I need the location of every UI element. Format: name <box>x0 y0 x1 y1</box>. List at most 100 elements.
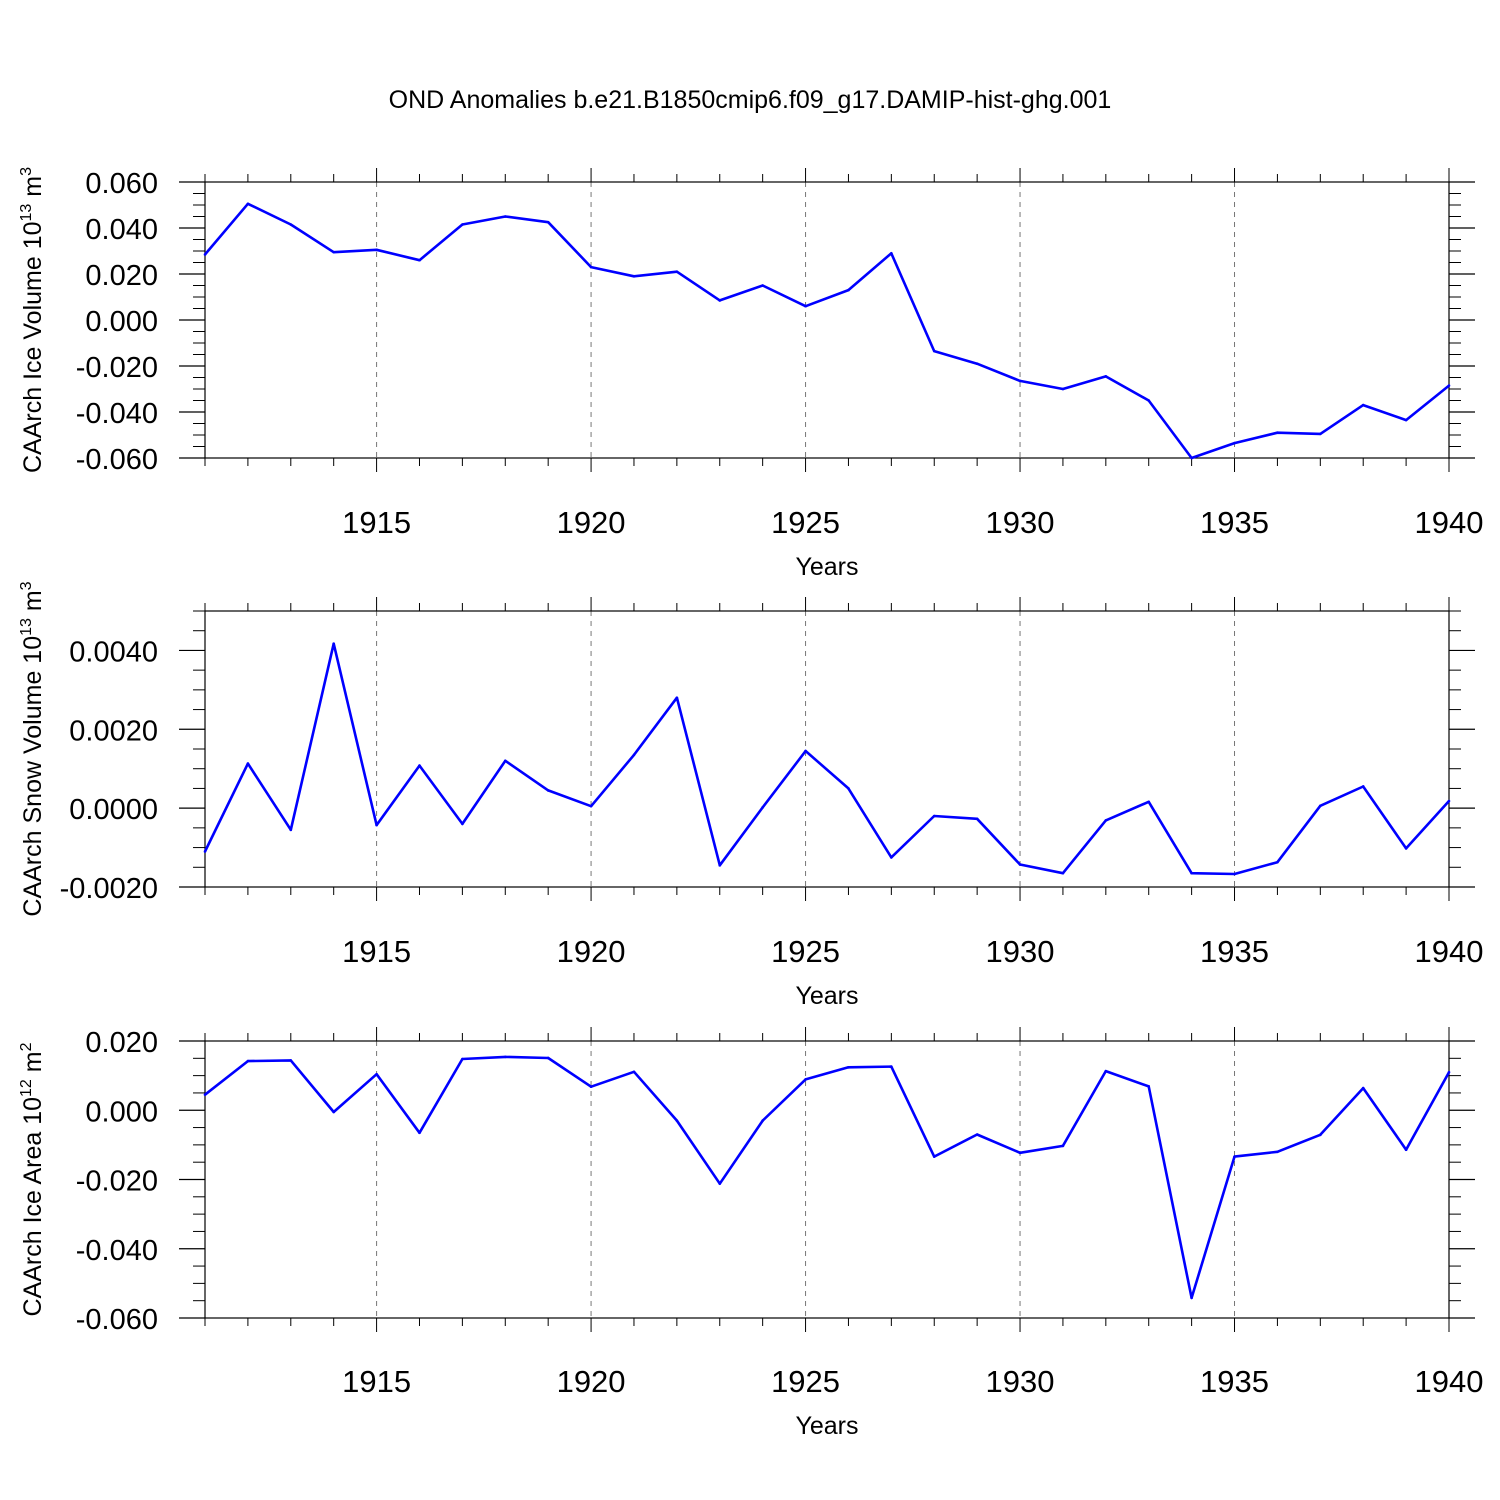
data-point <box>246 1059 250 1063</box>
data-point <box>1061 871 1065 875</box>
data-point <box>1233 872 1236 876</box>
data-point <box>890 252 893 255</box>
data-point <box>546 789 550 792</box>
data-point <box>375 1072 378 1076</box>
data-point <box>1404 418 1408 422</box>
data-point <box>1104 1069 1108 1073</box>
data-point <box>246 762 250 765</box>
data-point <box>289 223 293 226</box>
data-point <box>632 753 636 757</box>
data-point <box>1190 456 1193 460</box>
data-point <box>1061 387 1065 391</box>
data-point <box>203 1093 207 1096</box>
data-point <box>890 856 893 859</box>
data-point <box>804 1078 807 1081</box>
y-tick-label: -0.040 <box>76 398 158 430</box>
plot-frame <box>204 1040 1450 1319</box>
y-axis-label: CAArch Snow Volume 1013 m3 <box>18 581 47 916</box>
x-tick-label: 1925 <box>771 505 840 540</box>
data-point <box>1147 399 1151 402</box>
data-point <box>1104 819 1108 822</box>
plot-frame <box>204 181 1450 459</box>
data-point <box>1190 1296 1193 1300</box>
data-point <box>332 250 335 254</box>
data-point <box>503 215 507 218</box>
data-point <box>847 787 850 790</box>
y-tick-label: 0.000 <box>85 306 158 338</box>
data-point <box>761 284 764 287</box>
data-point <box>975 1133 979 1136</box>
data-point <box>1147 800 1151 804</box>
y-tick-label: 0.020 <box>85 260 158 292</box>
data-point <box>932 1155 936 1158</box>
data-point <box>1319 432 1322 436</box>
series-line <box>204 1055 1451 1300</box>
x-tick-label: 1930 <box>986 934 1055 969</box>
y-tick-label: 0.000 <box>85 1096 158 1128</box>
data-point <box>289 828 293 832</box>
y-tick-label: -0.0020 <box>60 873 158 905</box>
y-tick-label: 0.040 <box>85 214 158 246</box>
data-point <box>1233 441 1236 445</box>
x-axis-label: Years <box>795 553 858 581</box>
data-point <box>418 258 421 262</box>
data-point <box>1404 847 1408 850</box>
data-point <box>375 248 378 252</box>
data-point <box>932 814 936 818</box>
data-point <box>1147 1085 1151 1088</box>
data-point <box>975 362 979 366</box>
data-point <box>675 1119 679 1122</box>
data-point <box>461 1057 464 1061</box>
y-axis-label: CAArch Ice Area 1012 m2 <box>18 1042 47 1316</box>
data-point <box>718 299 722 302</box>
data-point <box>332 642 335 646</box>
data-point <box>1061 1144 1065 1148</box>
data-point <box>203 850 207 853</box>
data-point <box>718 864 722 867</box>
x-tick-label: 1925 <box>771 934 840 969</box>
data-point <box>503 1055 507 1059</box>
data-point <box>203 253 207 256</box>
x-tick-label: 1940 <box>1415 1364 1484 1399</box>
data-point <box>1018 1151 1022 1155</box>
x-tick-label: 1915 <box>342 1364 411 1399</box>
x-tick-label: 1935 <box>1200 934 1269 969</box>
chart-panel-3: -0.060 -0.040 -0.020 0.000 0.020 1915 1920 1925… <box>18 1027 1483 1440</box>
data-point <box>847 288 850 292</box>
data-point <box>761 1119 764 1122</box>
data-point <box>975 817 979 821</box>
data-point <box>503 759 507 763</box>
x-axis-label: Years <box>795 982 858 1010</box>
data-point <box>546 1056 550 1060</box>
x-tick-label: 1915 <box>342 505 411 540</box>
chart-panel-2: -0.0020 0.0000 0.0020 0.0040 1915 1920 1925 193… <box>18 581 1483 1010</box>
data-point <box>332 1110 335 1114</box>
data-point <box>1404 1148 1408 1152</box>
x-tick-label: 1935 <box>1200 1364 1269 1399</box>
data-point <box>675 696 679 700</box>
data-point <box>289 1059 293 1062</box>
x-tick-label: 1925 <box>771 1364 840 1399</box>
data-point <box>1276 1150 1279 1154</box>
chart-title: OND Anomalies b.e21.B1850cmip6.f09_g17.D… <box>388 86 1112 114</box>
data-point <box>761 806 764 809</box>
data-point <box>1276 860 1279 864</box>
data-point <box>1447 1070 1451 1074</box>
y-tick-label: -0.020 <box>76 352 158 384</box>
data-point <box>675 270 679 274</box>
data-point <box>546 220 550 224</box>
data-point <box>1319 1133 1322 1137</box>
data-point <box>1104 375 1108 378</box>
data-point <box>847 1066 850 1069</box>
y-tick-label: 0.0020 <box>69 715 158 747</box>
x-axis-label: Years <box>795 1412 858 1440</box>
x-tick-label: 1930 <box>986 1364 1055 1399</box>
data-point <box>461 822 464 826</box>
data-point <box>1233 1155 1236 1158</box>
x-tick-label: 1920 <box>557 1364 626 1399</box>
data-point <box>1447 384 1451 387</box>
x-tick-label: 1930 <box>986 505 1055 540</box>
data-point <box>418 1131 421 1135</box>
series-line <box>204 202 1450 460</box>
y-tick-label: -0.060 <box>76 1304 158 1336</box>
